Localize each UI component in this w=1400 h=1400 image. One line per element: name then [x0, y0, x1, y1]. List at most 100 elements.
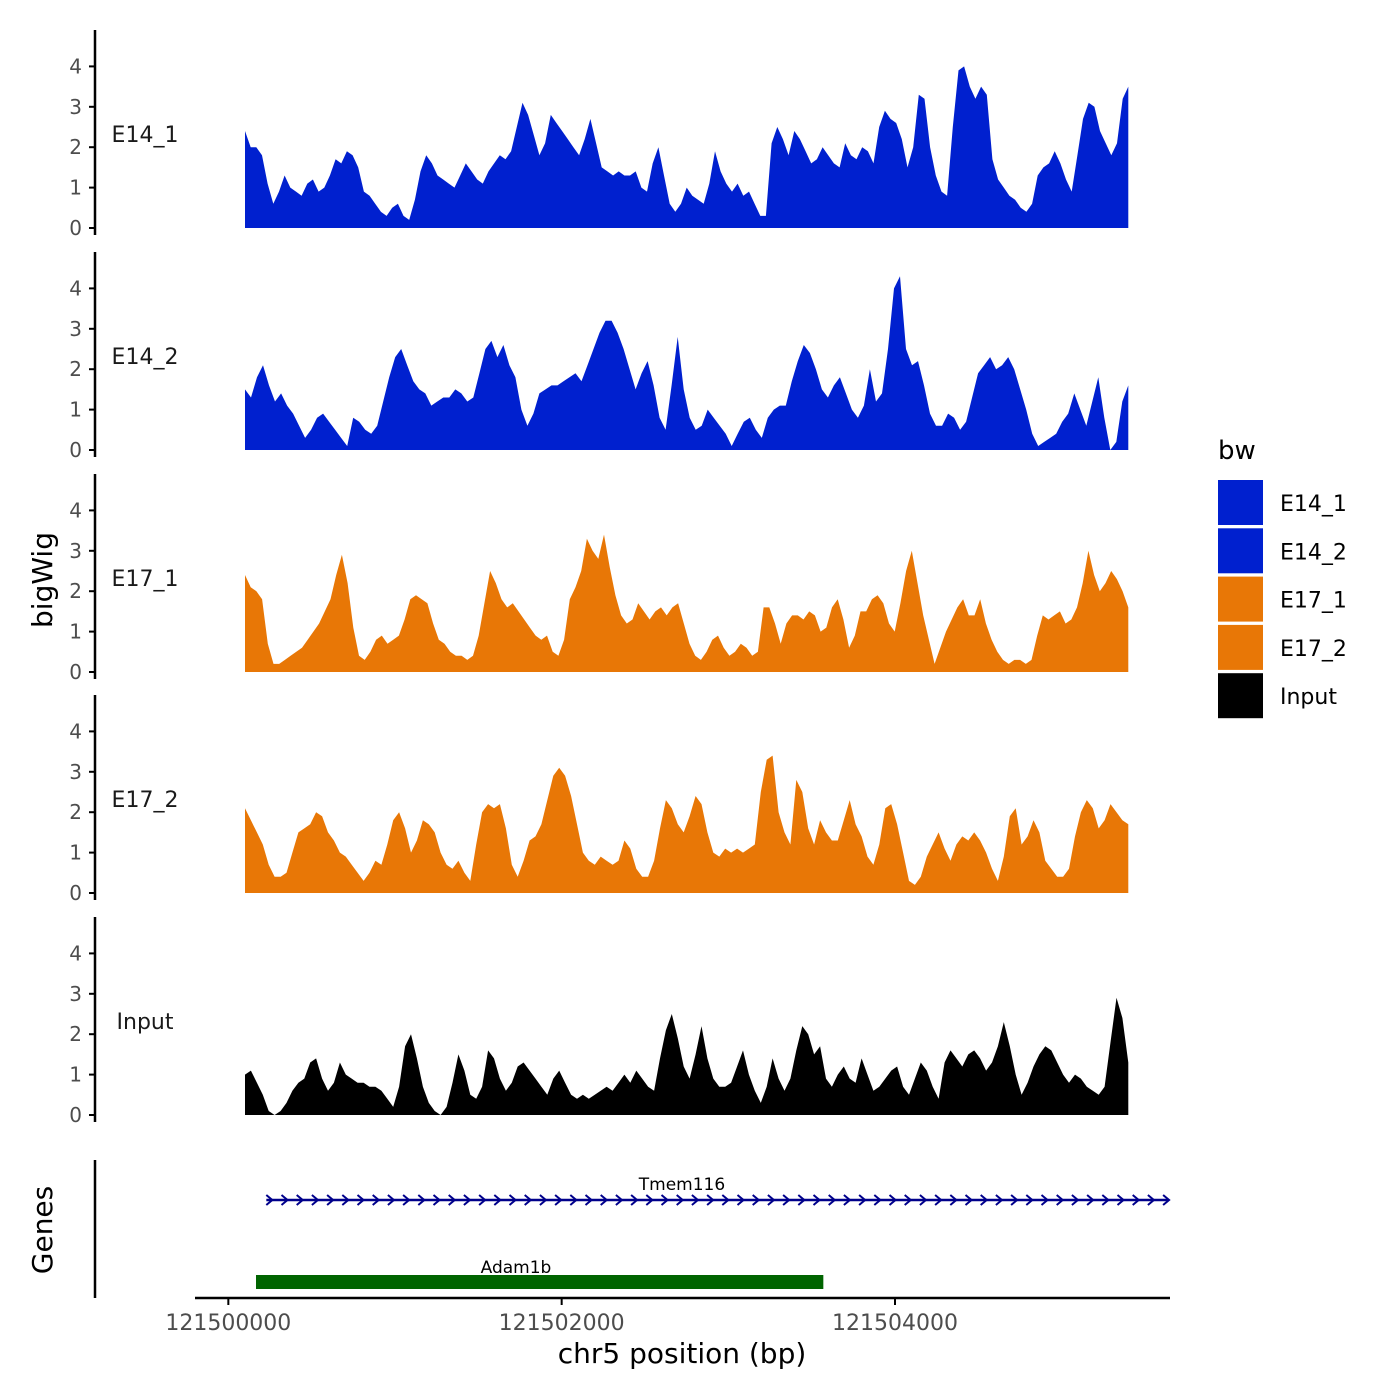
- y-tick-label: 1: [69, 1063, 82, 1087]
- track-label: Input: [117, 1010, 174, 1035]
- y-tick-label: 3: [69, 539, 82, 563]
- strand-arrow: [828, 1194, 837, 1206]
- strand-arrow: [615, 1194, 624, 1206]
- x-axis: 121500000 121502000 121504000: [165, 1296, 1170, 1336]
- strand-arrow: [275, 1277, 283, 1287]
- legend-item-e17-2: E17_2: [1218, 624, 1347, 670]
- legend-swatch: [1218, 480, 1263, 525]
- y-tick-label: 4: [69, 941, 82, 965]
- strand-arrow: [676, 1194, 685, 1206]
- strand-arrow: [260, 1277, 268, 1287]
- strand-arrow: [549, 1277, 557, 1287]
- strand-arrow: [569, 1194, 578, 1206]
- strand-arrow: [655, 1277, 663, 1287]
- strand-arrow: [518, 1277, 526, 1287]
- strand-arrow: [427, 1277, 435, 1287]
- strand-arrow: [873, 1194, 882, 1206]
- track-panel-e14-2: 0 1 2 3 4 E14_2: [69, 252, 1129, 462]
- y-tick-label: 3: [69, 760, 82, 784]
- strand-arrow: [645, 1194, 654, 1206]
- strand-arrow: [1025, 1194, 1034, 1206]
- legend-label: E14_2: [1280, 540, 1347, 565]
- coverage-area-e17-1: [245, 534, 1129, 672]
- y-tick-label: 0: [69, 216, 82, 240]
- strand-arrow: [964, 1194, 974, 1206]
- y-tick-label: 2: [69, 357, 82, 381]
- strand-arrow: [777, 1277, 785, 1287]
- track-label: E14_1: [112, 123, 179, 148]
- strand-arrow: [686, 1277, 693, 1287]
- legend-item-input: Input: [1218, 673, 1337, 719]
- track-label: E14_2: [112, 345, 179, 370]
- y-tick-label: 4: [69, 719, 82, 743]
- gene-label-adam1b: Adam1b: [481, 1258, 552, 1278]
- legend-label: E17_1: [1280, 589, 1347, 614]
- legend-item-e14-1: E14_1: [1218, 480, 1347, 525]
- strand-arrow: [448, 1194, 457, 1206]
- strand-arrow: [1162, 1194, 1171, 1206]
- strand-arrow: [600, 1194, 609, 1206]
- strand-arrow: [296, 1194, 305, 1206]
- strand-arrow: [524, 1194, 533, 1206]
- y-tick-label: 0: [69, 660, 82, 684]
- strand-arrow: [417, 1194, 426, 1206]
- strand-arrow: [934, 1194, 943, 1206]
- strand-arrow: [1010, 1194, 1019, 1206]
- strand-arrow: [1071, 1194, 1080, 1206]
- strand-arrow: [412, 1277, 420, 1287]
- strand-arrow: [949, 1194, 958, 1206]
- strand-arrow: [746, 1277, 754, 1287]
- strand-arrow: [306, 1277, 313, 1287]
- strand-arrow: [660, 1194, 670, 1206]
- y-tick-label: 4: [69, 498, 82, 522]
- strand-arrow: [731, 1277, 739, 1287]
- strand-arrow: [341, 1194, 350, 1206]
- strand-arrow: [493, 1194, 502, 1206]
- y-tick-label: 0: [69, 438, 82, 462]
- strand-arrow: [797, 1194, 806, 1206]
- strand-arrow: [311, 1194, 320, 1206]
- strand-arrow: [1132, 1194, 1141, 1206]
- strand-arrow: [539, 1194, 548, 1206]
- track-label: E17_2: [112, 788, 179, 813]
- gene-adam1b: Adam1b: [256, 1258, 824, 1289]
- strand-arrow: [1116, 1194, 1126, 1206]
- strand-arrow: [782, 1194, 791, 1206]
- strand-arrow: [625, 1277, 633, 1287]
- legend-label: Input: [1280, 685, 1337, 710]
- strand-arrow: [397, 1277, 405, 1287]
- y-tick-label: 4: [69, 276, 82, 300]
- strand-arrow: [336, 1277, 344, 1287]
- y-axis-label: bigWig: [26, 532, 59, 628]
- strand-arrow: [858, 1194, 867, 1206]
- strand-arrow: [752, 1194, 761, 1206]
- strand-arrow: [980, 1194, 989, 1206]
- legend-item-e17-1: E17_1: [1218, 576, 1347, 622]
- y-tick-label: 2: [69, 579, 82, 603]
- x-tick-label: 121500000: [165, 1311, 291, 1336]
- x-tick-label: 121504000: [832, 1311, 958, 1336]
- strand-arrow: [767, 1194, 776, 1206]
- strand-arrow: [463, 1194, 472, 1206]
- strand-arrow: [280, 1194, 290, 1206]
- strand-arrow: [919, 1194, 928, 1206]
- strand-arrow: [701, 1277, 709, 1287]
- coverage-area-input: [245, 997, 1129, 1115]
- strand-arrow: [432, 1194, 442, 1206]
- strand-arrow: [372, 1194, 381, 1206]
- strand-arrow: [265, 1194, 274, 1206]
- strand-arrow: [670, 1277, 678, 1287]
- strand-arrow: [508, 1194, 518, 1206]
- strand-arrow: [1056, 1194, 1065, 1206]
- strand-arrow: [382, 1277, 389, 1287]
- legend-swatch: [1218, 624, 1263, 670]
- strand-arrow: [640, 1277, 648, 1287]
- legend-swatch: [1218, 673, 1263, 719]
- strand-arrow: [630, 1194, 639, 1206]
- y-tick-label: 1: [69, 398, 82, 422]
- strand-arrow: [321, 1277, 329, 1287]
- legend-label: E14_1: [1280, 492, 1347, 517]
- legend-item-e14-2: E14_2: [1218, 528, 1347, 574]
- y-tick-label: 0: [69, 881, 82, 905]
